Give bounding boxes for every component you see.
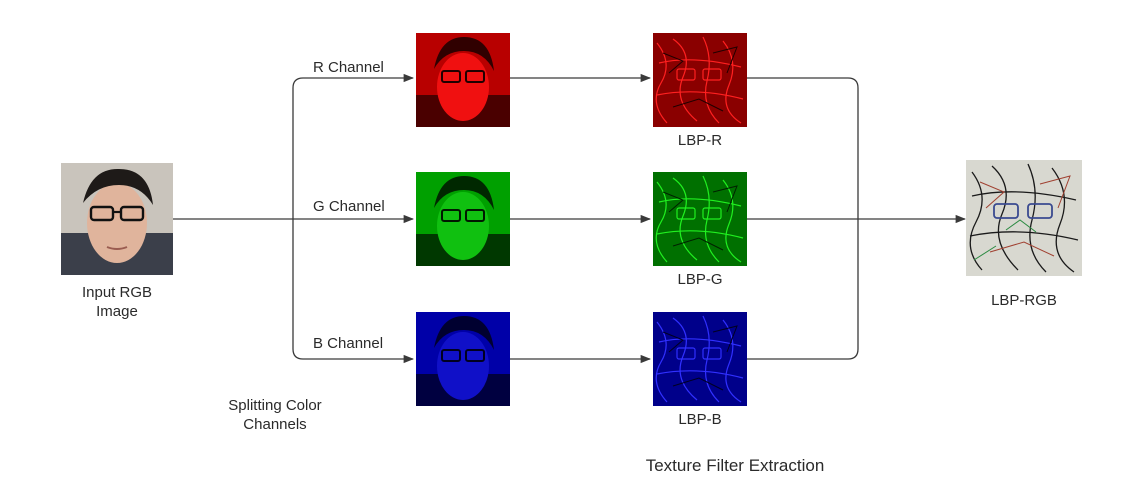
- r-channel-image: [416, 33, 510, 127]
- lbp-g-image: [653, 172, 747, 266]
- input-label-line2: Image: [96, 303, 138, 320]
- input-image-label: Input RGB Image: [55, 283, 179, 321]
- splitting-caption: Splitting Color Channels: [210, 396, 340, 434]
- g-channel-label: G Channel: [313, 198, 385, 215]
- lbp-rgb-image: [966, 160, 1082, 276]
- lbp-g-label: LBP-G: [677, 271, 723, 288]
- splitting-line1: Splitting Color: [228, 397, 322, 414]
- input-label-line1: Input RGB: [81, 284, 153, 301]
- b-channel-image: [416, 312, 510, 406]
- r-channel-label: R Channel: [313, 59, 384, 76]
- split-to-r-line: [292, 73, 415, 219]
- lbp-r-label: LBP-R: [677, 132, 723, 149]
- g-channel-image: [416, 172, 510, 266]
- lbp-r-to-merge-line: [747, 77, 859, 219]
- split-to-b-line: [292, 219, 415, 364]
- lbp-b-to-merge-line: [747, 219, 859, 360]
- lbp-r-image: [653, 33, 747, 127]
- lbp-b-label: LBP-B: [678, 411, 722, 428]
- splitting-line2: Channels: [243, 416, 307, 433]
- texture-caption: Texture Filter Extraction: [645, 456, 825, 475]
- lbp-b-image: [653, 312, 747, 406]
- input-rgb-image: [61, 163, 173, 275]
- b-channel-label: B Channel: [313, 335, 384, 352]
- lbp-rgb-label: LBP-RGB: [991, 292, 1057, 309]
